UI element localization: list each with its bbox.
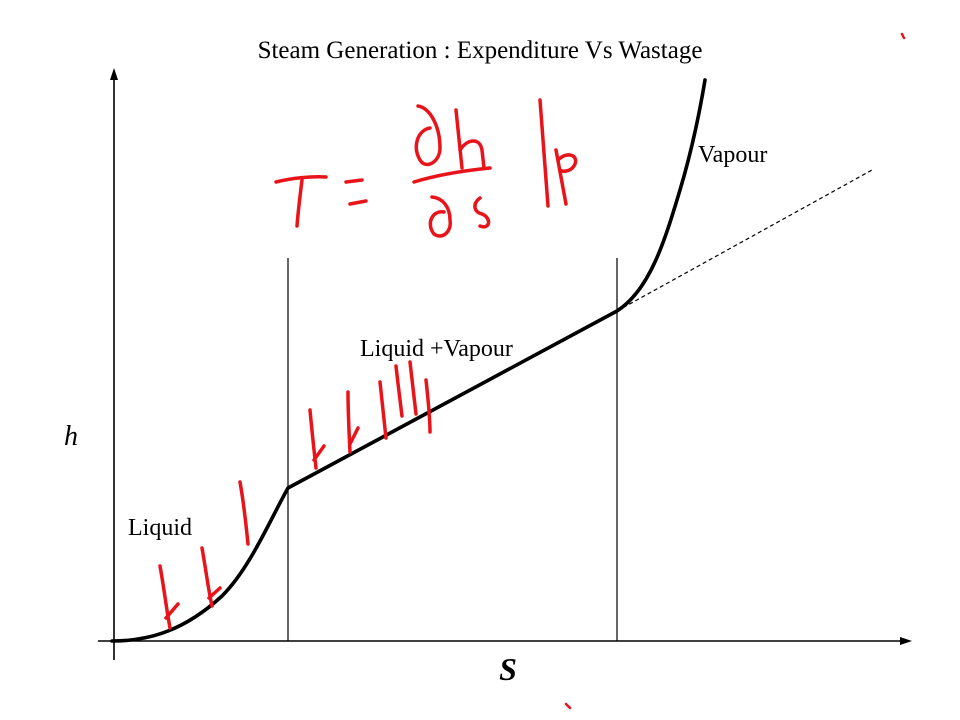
dashed-extension-line <box>616 169 873 312</box>
y-axis-label: h <box>64 421 78 452</box>
region-label-mixture: Liquid +Vapour <box>360 336 513 362</box>
x-axis-label: S <box>499 651 517 687</box>
handwritten-arrows-mixture <box>308 360 432 470</box>
x-axis-arrowhead <box>900 637 912 645</box>
axes <box>98 68 912 660</box>
handwritten-annotations <box>158 32 906 710</box>
handwritten-equation <box>274 98 578 238</box>
y-axis-arrowhead <box>110 68 118 80</box>
stray-marks <box>564 32 906 710</box>
handwritten-arrows-liquid <box>158 480 250 630</box>
region-label-liquid: Liquid <box>128 515 192 541</box>
diagram-title: Steam Generation : Expenditure Vs Wastag… <box>258 37 703 64</box>
region-label-vapour: Vapour <box>698 142 767 168</box>
h-s-curve <box>110 78 707 643</box>
